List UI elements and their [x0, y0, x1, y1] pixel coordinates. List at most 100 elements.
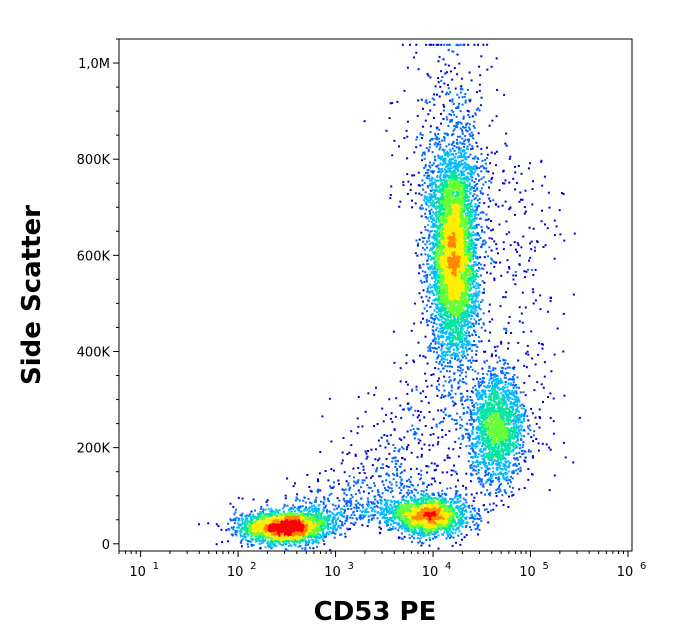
data-point [472, 322, 475, 325]
data-point [247, 533, 250, 536]
data-point [279, 521, 282, 524]
data-point [443, 195, 446, 198]
data-point [304, 524, 307, 527]
data-point [461, 130, 464, 133]
data-point [416, 244, 419, 247]
data-point [253, 525, 256, 528]
data-point [298, 541, 301, 544]
data-point [254, 538, 257, 541]
data-point [256, 528, 259, 531]
data-point [236, 526, 239, 529]
data-point [428, 233, 431, 236]
data-point [278, 533, 281, 536]
data-point [286, 531, 289, 534]
data-point [288, 507, 291, 510]
data-point [290, 540, 293, 542]
data-point [267, 513, 270, 516]
data-point [271, 533, 274, 536]
data-point [295, 522, 298, 525]
data-point [327, 533, 330, 536]
data-point [478, 197, 481, 200]
data-point [261, 538, 264, 541]
data-point [309, 536, 312, 539]
data-point [309, 527, 312, 530]
data-point [456, 126, 459, 129]
data-point [234, 533, 237, 536]
data-point [427, 255, 430, 258]
data-point [320, 527, 323, 530]
data-point [455, 338, 458, 341]
data-point [293, 539, 296, 542]
data-point [247, 540, 250, 543]
data-point [423, 174, 426, 177]
data-point [476, 173, 479, 176]
data-point [278, 527, 281, 530]
data-point [474, 197, 477, 199]
data-point [330, 526, 333, 529]
data-point [461, 277, 464, 280]
data-point [246, 520, 249, 523]
data-point [283, 540, 286, 543]
data-point [320, 524, 323, 527]
data-point [269, 544, 272, 546]
data-point [304, 539, 307, 542]
data-point [309, 516, 312, 519]
data-point [418, 292, 421, 295]
data-point [322, 520, 325, 523]
data-point [427, 205, 430, 208]
data-point [427, 199, 430, 202]
data-point [260, 534, 263, 537]
data-point [301, 516, 304, 519]
data-point [476, 263, 479, 266]
data-point [280, 537, 283, 540]
data-point [467, 221, 470, 224]
data-point [453, 191, 456, 194]
data-point [455, 174, 458, 177]
data-point [297, 533, 300, 536]
data-point [457, 177, 460, 179]
data-point [307, 526, 310, 529]
data-point [473, 187, 475, 190]
data-point [460, 324, 463, 327]
data-point [469, 175, 472, 177]
data-point [325, 531, 328, 534]
data-point [313, 536, 316, 539]
data-point [461, 128, 464, 131]
data-point [297, 527, 300, 530]
data-point [326, 512, 329, 514]
data-point [289, 533, 292, 536]
data-point [291, 533, 293, 536]
data-point [425, 277, 428, 280]
data-point [462, 159, 465, 162]
data-point [283, 542, 286, 545]
data-point [239, 541, 242, 544]
data-point [464, 164, 467, 167]
data-point [461, 333, 464, 336]
data-point [337, 526, 340, 529]
data-point [229, 518, 232, 521]
data-point [249, 516, 252, 519]
data-point [325, 519, 328, 522]
data-point [254, 535, 257, 538]
data-point [455, 203, 458, 206]
data-point [431, 151, 434, 154]
data-point [455, 146, 458, 149]
data-point [488, 246, 491, 249]
data-point [462, 334, 465, 337]
data-point [256, 512, 259, 515]
data-point [456, 205, 459, 208]
data-point [305, 529, 308, 532]
data-point [326, 521, 329, 524]
data-point [275, 538, 278, 540]
data-point [470, 219, 473, 221]
data-point [453, 189, 456, 192]
data-point [471, 208, 474, 211]
data-point [472, 292, 475, 295]
data-point [432, 224, 435, 227]
data-point [277, 528, 279, 531]
data-point [471, 356, 474, 359]
data-point [290, 544, 293, 547]
data-point [441, 356, 444, 359]
data-point [460, 276, 463, 279]
data-point [316, 539, 319, 542]
